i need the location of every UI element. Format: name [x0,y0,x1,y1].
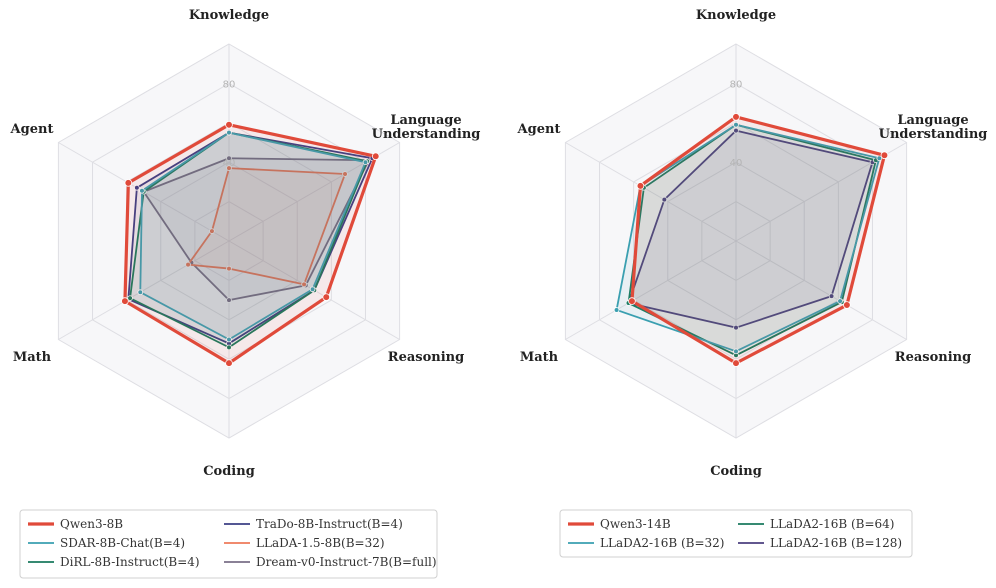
data-point [322,293,331,301]
series-fill [124,124,376,364]
data-point [137,289,144,296]
data-point [876,155,883,162]
axis-label: Coding [203,464,255,479]
data-point [134,185,140,191]
data-point [185,261,191,268]
data-point [342,171,348,177]
axis-spoke [735,240,907,340]
axis-spoke [58,240,230,340]
tick-label: 40 [730,158,743,169]
data-point [843,301,851,309]
data-point [209,228,215,234]
legend-label: SDAR-8B-Chat(B=4) [60,536,185,550]
legend-label: LLaDA2-16B (B=128) [770,536,902,550]
data-point [661,196,668,203]
series-fill [631,116,885,364]
series-fill [616,124,880,352]
axis-label: Agent [10,122,54,137]
data-point [828,293,835,299]
data-point [732,359,740,367]
radar-chart-2: 40 80 Knowledge Language Understanding Reason… [517,8,988,479]
data-point [139,187,145,194]
data-point [121,297,129,305]
tick-label: 80 [223,79,236,90]
data-point [636,182,645,190]
data-point [880,151,889,160]
data-point [225,120,233,129]
series-fill [628,130,873,328]
data-point [226,129,232,136]
legend-label: LLaDA2-16B (B=32) [600,536,724,550]
data-point [309,286,316,293]
legend-label: LLaDA-1.5-8B(B=32) [256,536,385,550]
data-point [733,324,739,331]
legend-label: DiRL-8B-Instruct(B=4) [60,555,200,569]
axis-label: Language Understanding [372,113,481,142]
axis-label: Knowledge [189,8,269,23]
legend-label: Qwen3-8B [60,517,123,531]
data-point [226,155,232,162]
legend-label: LLaDA2-16B (B=64) [770,517,894,531]
series-fill [140,132,366,340]
axis-label: Language Understanding [879,113,988,142]
axis-label: Agent [517,122,561,137]
axis-label: Reasoning [895,350,971,365]
axis-label: Reasoning [388,350,464,365]
legend-box [559,509,913,558]
data-point [124,179,133,187]
data-point [301,281,307,288]
legend: Qwen3-8B SDAR-8B-Chat(B=4) DiRL-8B-Instruc… [19,509,438,579]
data-point [628,297,636,305]
series-fill [143,158,369,301]
legend: Qwen3-14B LLaDA2-16B (B=32) LLaDA2-16B (B=… [559,509,913,558]
axis-spoke [565,142,737,242]
data-point [226,336,232,343]
data-point [226,344,232,351]
axis-label: Math [13,350,52,365]
data-point [225,359,233,367]
series-fill [188,168,346,285]
axis-label: Coding [710,464,762,479]
tick-label: 80 [730,79,743,90]
data-point [733,121,739,128]
axis-label: Knowledge [696,8,776,23]
data-point [127,295,133,301]
data-point [362,159,369,166]
legend-label: TraDo-8B-Instruct(B=4) [256,517,403,531]
tick-label: 40 [223,158,236,169]
data-point [733,127,739,134]
data-point [732,113,740,121]
data-point [226,297,232,303]
radar-chart-1: 40 80 Knowledge Language Understanding Reason… [10,8,481,479]
data-point [226,265,232,272]
data-point [613,307,620,313]
data-point [226,165,232,171]
legend-label: Qwen3-14B [600,517,671,531]
data-point [371,152,380,161]
axis-spoke [565,240,737,340]
legend-box [19,509,438,579]
legend-label: Dream-v0-Instruct-7B(B=full) [256,555,437,569]
data-point [837,298,843,304]
series-fill [628,124,876,356]
axis-label: Math [520,350,559,365]
data-point [733,348,739,355]
